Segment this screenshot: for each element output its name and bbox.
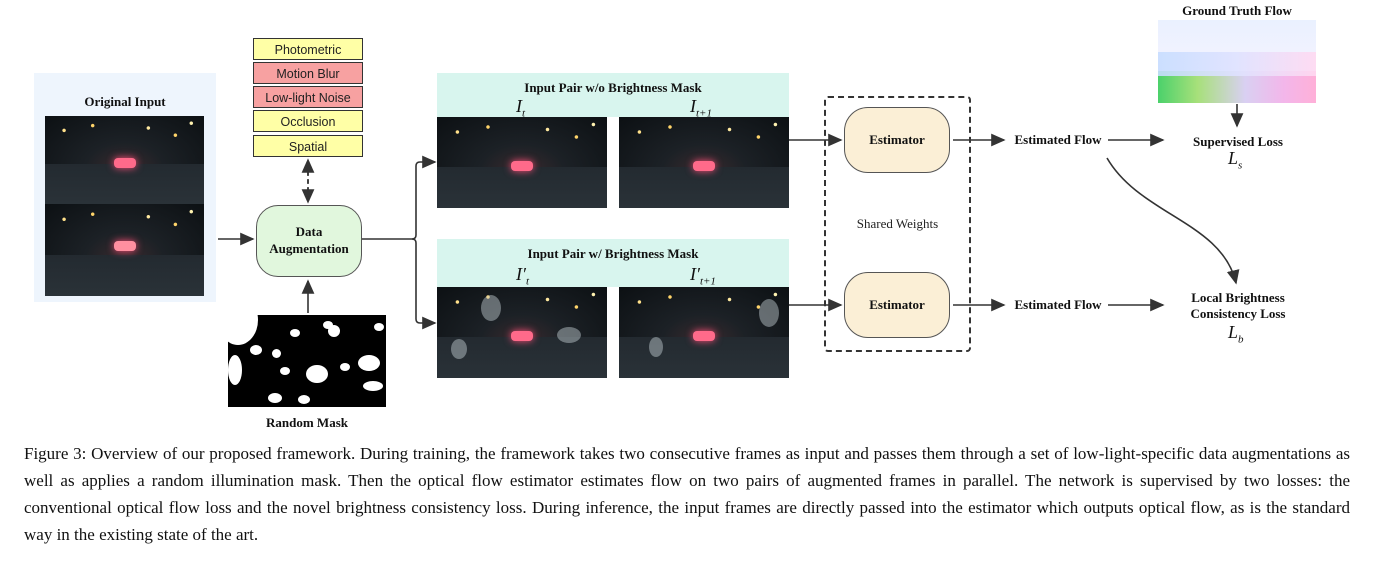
estimated-flow-bottom: Estimated Flow bbox=[1014, 297, 1102, 312]
pair-top-frame-2 bbox=[619, 117, 789, 208]
frame-it1-prime-label: I′t+1 bbox=[690, 264, 716, 288]
augmentation-occlusion: Occlusion bbox=[253, 110, 363, 132]
estimator-top: Estimator bbox=[844, 107, 950, 173]
supervised-loss-label: Supervised Loss bbox=[1193, 134, 1283, 149]
augmentation-motion-blur: Motion Blur bbox=[253, 62, 363, 84]
data-augmentation-line1: Data bbox=[295, 224, 323, 239]
random-mask-label: Random Mask bbox=[266, 415, 348, 430]
input-pair-bottom-panel bbox=[437, 239, 789, 287]
pair-bottom-frame-2 bbox=[619, 287, 789, 378]
data-augmentation-line2: Augmentation bbox=[269, 241, 349, 256]
original-input-label: Original Input bbox=[84, 94, 166, 109]
estimator-top-label: Estimator bbox=[869, 132, 925, 147]
original-frame-1 bbox=[45, 116, 204, 204]
estimator-bottom-label: Estimator bbox=[869, 297, 925, 312]
supervised-loss-symbol: Ls bbox=[1228, 148, 1243, 172]
frame-it-prime-label: I′t bbox=[516, 264, 529, 288]
estimator-bottom: Estimator bbox=[844, 272, 950, 338]
data-augmentation-node: Data Augmentation bbox=[256, 205, 362, 277]
augmentation-spatial: Spatial bbox=[253, 135, 363, 157]
brightness-loss-symbol: Lb bbox=[1228, 322, 1244, 346]
augmentation-low-light-noise: Low-light Noise bbox=[253, 86, 363, 108]
brightness-loss-line2: Consistency Loss bbox=[1190, 306, 1286, 321]
input-pair-top-panel bbox=[437, 73, 789, 117]
figure-caption: Figure 3: Overview of our proposed frame… bbox=[24, 444, 1350, 544]
shared-weights-box bbox=[824, 96, 971, 352]
ground-truth-label: Ground Truth Flow bbox=[1182, 3, 1292, 18]
original-frame-2 bbox=[45, 204, 204, 296]
input-pair-bottom-title: Input Pair w/ Brightness Mask bbox=[527, 246, 699, 261]
brightness-loss-line1: Local Brightness bbox=[1191, 290, 1285, 305]
augmentation-photometric: Photometric bbox=[253, 38, 363, 60]
random-mask-image bbox=[228, 315, 386, 407]
shared-weights-label: Shared Weights bbox=[856, 216, 939, 231]
estimated-flow-top: Estimated Flow bbox=[1014, 132, 1102, 147]
frame-it1-label: It+1 bbox=[690, 96, 712, 120]
pair-top-frame-1 bbox=[437, 117, 607, 208]
ground-truth-flow-image bbox=[1158, 20, 1316, 103]
pair-bottom-frame-1 bbox=[437, 287, 607, 378]
frame-it-label: It bbox=[516, 96, 526, 120]
input-pair-top-title: Input Pair w/o Brightness Mask bbox=[524, 80, 702, 95]
